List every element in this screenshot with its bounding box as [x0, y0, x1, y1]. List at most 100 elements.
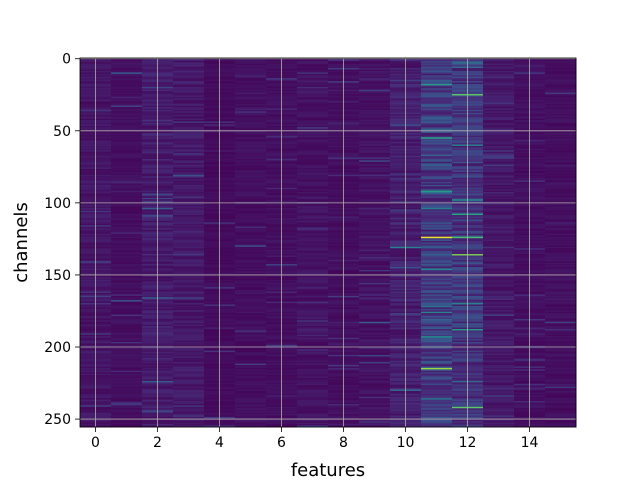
- heatmap-cell: [421, 233, 453, 236]
- heatmap-cell: [111, 171, 143, 174]
- heatmap-cell: [545, 134, 577, 137]
- heatmap-cell: [359, 347, 391, 350]
- heatmap-cell: [111, 70, 143, 73]
- heatmap-cell: [545, 331, 577, 334]
- heatmap-cell: [111, 215, 143, 217]
- heatmap-cell: [421, 213, 453, 216]
- heatmap-cell: [421, 249, 453, 252]
- heatmap-cell: [111, 307, 143, 310]
- heatmap-cell: [483, 229, 515, 232]
- heatmap-cell: [359, 425, 391, 428]
- heatmap-cell: [111, 160, 143, 163]
- heatmap-cell: [297, 92, 329, 95]
- heatmap-cell: [297, 376, 329, 379]
- heatmap-cell: [483, 321, 515, 324]
- heatmap-cell: [359, 375, 391, 377]
- heatmap-cell: [359, 288, 391, 291]
- heatmap-cell: [111, 243, 143, 246]
- heatmap-cell: [297, 356, 329, 359]
- heatmap-cell: [297, 88, 329, 91]
- heatmap-cell: [545, 190, 577, 193]
- heatmap-cell: [235, 347, 267, 350]
- heatmap-cell: [111, 373, 143, 376]
- heatmap-cell: [421, 307, 453, 310]
- heatmap-cell: [173, 385, 205, 388]
- heatmap-cell: [235, 109, 267, 112]
- heatmap-cell: [235, 380, 267, 383]
- heatmap-cell: [483, 79, 515, 82]
- heatmap-cell: [235, 229, 267, 232]
- heatmap-cell: [421, 264, 453, 266]
- heatmap-cell: [483, 251, 515, 253]
- heatmap-cell: [173, 297, 205, 300]
- heatmap-cell: [297, 118, 329, 121]
- heatmap-cell: [297, 235, 329, 238]
- heatmap-cell: [173, 218, 205, 220]
- heatmap-cell: [235, 156, 267, 158]
- heatmap-cell: [359, 282, 391, 285]
- heatmap-cell: [235, 128, 267, 131]
- heatmap-cell: [545, 163, 577, 166]
- heatmap-cell: [235, 298, 267, 301]
- heatmap-cell: [421, 278, 453, 281]
- heatmap-cell: [111, 94, 143, 96]
- x-axis-ticks: 0 2 4 6 8 10 12 14: [91, 427, 538, 451]
- heatmap-cell: [235, 213, 267, 216]
- heatmap-cell: [483, 406, 515, 409]
- heatmap-cell: [235, 89, 267, 92]
- heatmap-cell: [359, 184, 391, 187]
- heatmap-cell: [421, 179, 453, 181]
- heatmap-cell: [235, 124, 267, 127]
- heatmap-cell: [421, 422, 453, 425]
- heatmap-cell: [359, 66, 391, 69]
- heatmap-cell: [421, 271, 453, 274]
- heatmap-cell: [235, 267, 267, 269]
- heatmap-cell: [545, 323, 577, 326]
- heatmap-cell: [235, 251, 267, 253]
- heatmap-cell: [545, 236, 577, 239]
- heatmap-cell: [297, 267, 329, 269]
- heatmap-cell: [111, 399, 143, 402]
- heatmap-cell: [421, 261, 453, 264]
- heatmap-cell: [545, 228, 577, 230]
- heatmap-cell: [421, 366, 453, 369]
- heatmap-cell: [483, 369, 515, 372]
- heatmap-cell: [111, 379, 143, 382]
- heatmap-cell: [297, 357, 329, 360]
- heatmap-cell: [483, 109, 515, 112]
- heatmap-cell: [297, 135, 329, 138]
- heatmap-cell: [173, 223, 205, 226]
- heatmap-cell: [359, 294, 391, 297]
- heatmap-cell: [359, 336, 391, 339]
- heatmap-cell: [173, 98, 205, 101]
- heatmap-cell: [545, 81, 577, 83]
- heatmap-cell: [545, 189, 577, 192]
- heatmap-cell: [235, 187, 267, 190]
- heatmap-cell: [111, 333, 143, 336]
- heatmap-cell: [297, 127, 329, 130]
- heatmap-cell: [235, 318, 267, 321]
- heatmap-cell: [483, 171, 515, 174]
- heatmap-cell: [359, 365, 391, 367]
- heatmap-cell: [421, 173, 453, 176]
- heatmap-cell: [111, 88, 143, 91]
- heatmap-cell: [173, 352, 205, 354]
- heatmap-cell: [111, 179, 143, 181]
- heatmap-cell: [173, 62, 205, 65]
- heatmap-cell: [483, 255, 515, 258]
- heatmap-cell: [297, 117, 329, 119]
- heatmap-cell: [111, 183, 143, 186]
- heatmap-cell: [545, 307, 577, 310]
- heatmap-cell: [111, 275, 143, 278]
- heatmap-cell: [483, 334, 515, 337]
- heatmap-cell: [111, 411, 143, 413]
- heatmap-cell: [545, 187, 577, 190]
- heatmap-cell: [483, 414, 515, 416]
- heatmap-cell: [421, 326, 453, 328]
- heatmap-cell: [545, 321, 577, 324]
- heatmap-cell: [235, 86, 267, 89]
- heatmap-cell: [173, 108, 205, 111]
- heatmap-cell: [483, 138, 515, 141]
- heatmap-cell: [545, 336, 577, 339]
- heatmap-cell: [359, 154, 391, 157]
